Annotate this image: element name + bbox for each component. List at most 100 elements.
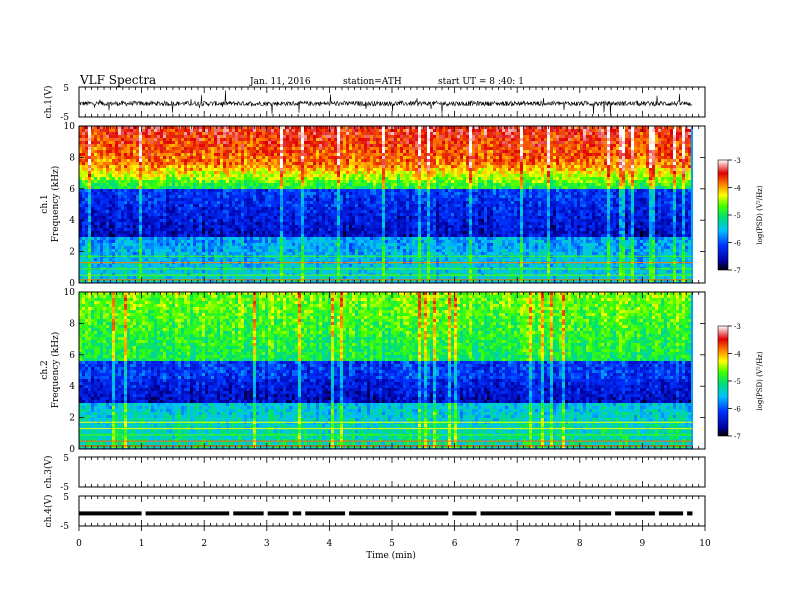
spectrogram-cell: [496, 150, 499, 153]
spectrogram-cell: [103, 147, 106, 150]
spectrogram-cell: [490, 129, 493, 132]
spectrogram-cell: [592, 171, 595, 174]
spectrogram-cell: [250, 132, 253, 135]
spectrogram-cell: [382, 159, 385, 162]
spectrogram-cell: [328, 192, 331, 195]
spectrogram-cell: [256, 153, 259, 156]
spectrogram-cell: [277, 183, 280, 186]
spectrogram-cell: [466, 129, 469, 132]
spectrogram-cell: [577, 156, 580, 159]
spectrogram-cell: [376, 129, 379, 132]
spectrogram-cell: [199, 147, 202, 150]
spectrogram-cell: [187, 192, 190, 195]
spectrogram-cell: [667, 135, 670, 138]
spectrogram-cell: [208, 138, 211, 141]
spectrogram-cell: [445, 147, 448, 150]
spectrogram-cell: [232, 174, 235, 177]
spectrogram-cell: [646, 183, 649, 186]
spectrogram-cell: [475, 168, 478, 171]
spectrogram-cell: [181, 180, 184, 183]
spectrogram-cell: [340, 180, 343, 183]
spectrogram-cell: [463, 183, 466, 186]
spectrogram-cell: [229, 174, 232, 177]
spectrogram-cell: [583, 180, 586, 183]
spectrogram-cell: [415, 135, 418, 138]
spectrogram-cell: [469, 171, 472, 174]
spectrogram-cell: [277, 168, 280, 171]
spectrogram-cell: [601, 183, 604, 186]
spectrogram-cell: [358, 132, 361, 135]
spectrogram-cell: [589, 171, 592, 174]
spectrogram-cell: [640, 156, 643, 159]
spectrogram-cell: [265, 132, 268, 135]
spectrogram-cell: [658, 156, 661, 159]
spectrogram-cell: [136, 159, 139, 162]
spectrogram-cell: [106, 183, 109, 186]
spectrogram-cell: [619, 165, 622, 168]
spectrogram-cell: [439, 192, 442, 195]
spectrogram-cell: [571, 150, 574, 153]
spectrogram-cell: [559, 189, 562, 192]
spectrogram-cell: [685, 168, 688, 171]
spectrogram-cell: [313, 135, 316, 138]
spectrogram-cell: [487, 141, 490, 144]
spectrogram-cell: [652, 132, 655, 135]
spectrogram-cell: [670, 192, 673, 195]
spectrogram-cell: [565, 141, 568, 144]
spectrogram-cell: [262, 153, 265, 156]
spectrogram-cell: [382, 147, 385, 150]
spectrogram-cell: [613, 189, 616, 192]
spectrogram-cell: [367, 129, 370, 132]
spectrogram-cell: [217, 132, 220, 135]
spectrogram-cell: [433, 162, 436, 165]
spectrogram-cell: [118, 132, 121, 135]
spectrogram-cell: [469, 150, 472, 153]
spectrogram-cell: [136, 180, 139, 183]
spectrogram-cell: [91, 138, 94, 141]
spectrogram-cell: [541, 132, 544, 135]
spectrogram-cell: [664, 171, 667, 174]
spectrogram-cell: [82, 189, 85, 192]
spectrogram-cell: [418, 192, 421, 195]
spectrogram-cell: [244, 144, 247, 147]
spectrogram-cell: [517, 147, 520, 150]
ch1-ytick-top: 5: [63, 84, 69, 94]
spectrogram-cell: [385, 135, 388, 138]
spectrogram-cell: [628, 180, 631, 183]
spectrogram-cell: [310, 156, 313, 159]
spectrogram-cell: [376, 144, 379, 147]
spectrogram-cell: [367, 168, 370, 171]
spectrogram-cell: [613, 159, 616, 162]
spectrogram-cell: [433, 132, 436, 135]
spectrogram-cell: [133, 165, 136, 168]
spectrogram-cell: [187, 189, 190, 192]
spectrogram-cell: [259, 138, 262, 141]
spectrogram-cell: [529, 189, 532, 192]
spectrogram-cell: [646, 147, 649, 150]
spectrogram-cell: [154, 153, 157, 156]
spectrogram-cell: [313, 126, 316, 129]
spectrogram-cell: [262, 183, 265, 186]
spectrogram-cell: [85, 132, 88, 135]
spectrogram-cell: [640, 192, 643, 195]
spectrogram-cell: [355, 192, 358, 195]
spectrogram-cell: [655, 144, 658, 147]
spectrogram-cell: [667, 177, 670, 180]
spectrogram-cell: [322, 141, 325, 144]
spectrogram-cell: [580, 171, 583, 174]
spectrogram-cell: [496, 168, 499, 171]
spectrogram-cell: [373, 165, 376, 168]
spectrogram-cell: [166, 171, 169, 174]
spectrogram-cell: [319, 144, 322, 147]
spectrogram-cell: [640, 171, 643, 174]
spectrogram-cell: [343, 183, 346, 186]
spectrogram-cell: [103, 189, 106, 192]
spectrogram-cell: [505, 141, 508, 144]
spectrogram-cell: [427, 138, 430, 141]
spectrogram-cell: [340, 135, 343, 138]
spectrogram-cell: [619, 156, 622, 159]
spectrogram-cell: [274, 159, 277, 162]
spectrogram-cell: [316, 189, 319, 192]
spectrogram-cell: [139, 165, 142, 168]
spectrogram-cell: [79, 174, 82, 177]
